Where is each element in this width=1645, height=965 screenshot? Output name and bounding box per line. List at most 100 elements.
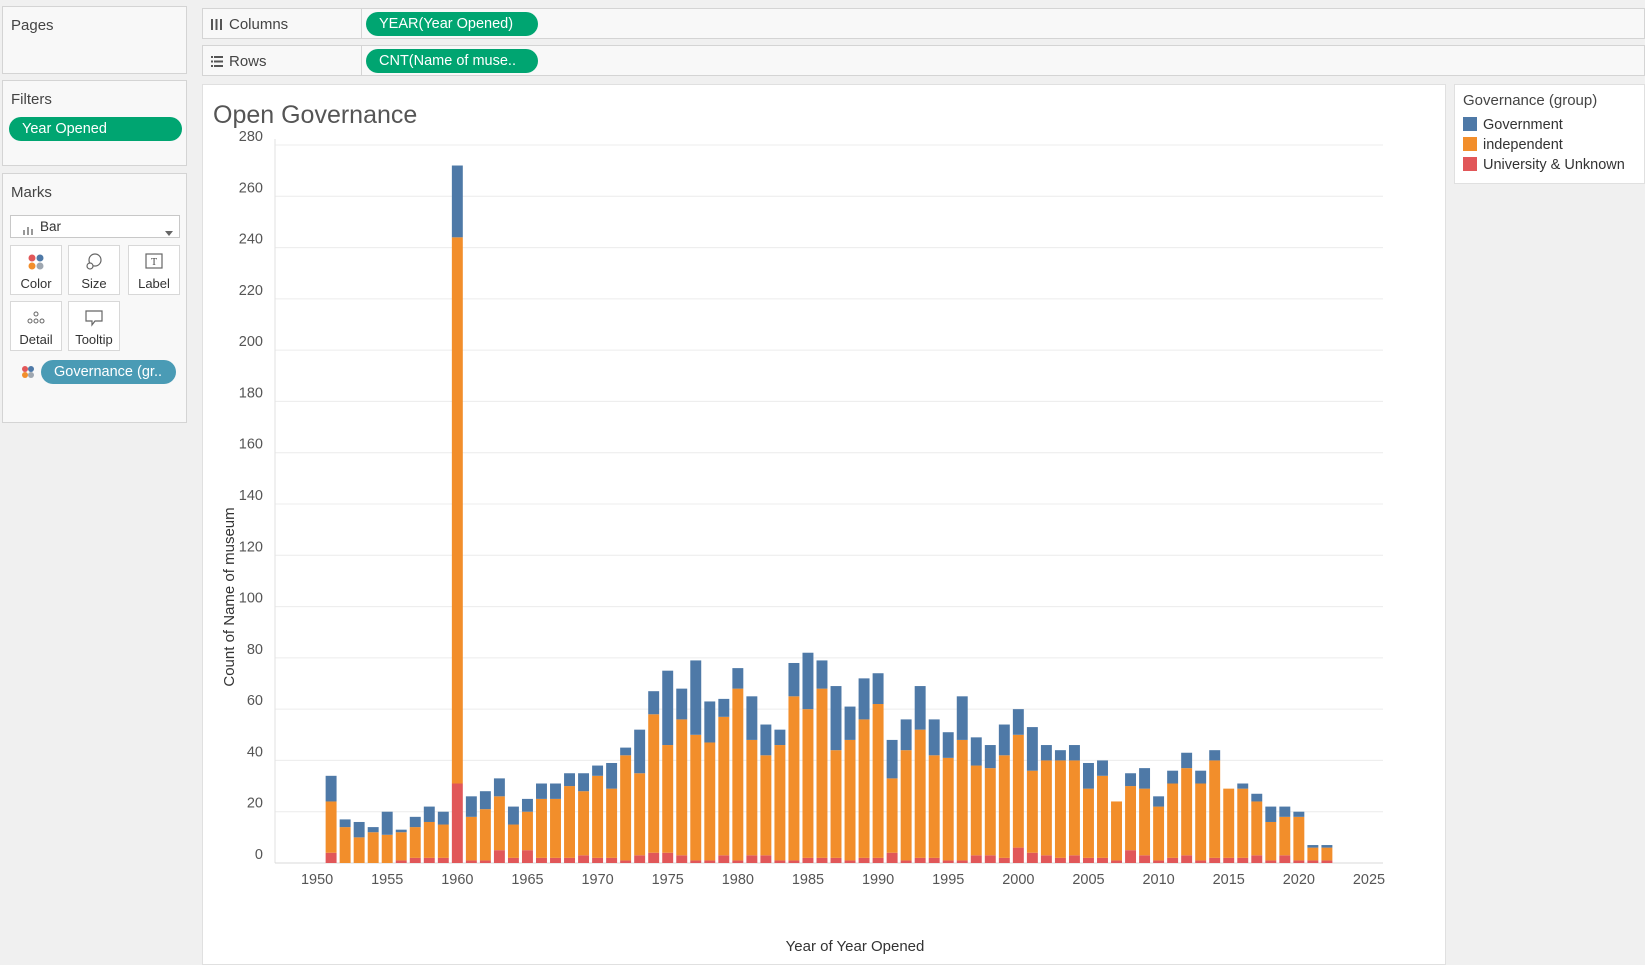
bar-segment (1082, 857, 1094, 863)
bar-segment (493, 796, 505, 851)
bar-segment (451, 165, 463, 238)
bar-segment (536, 857, 547, 863)
detail-card[interactable]: Detail (10, 301, 62, 351)
bar-segment (802, 857, 814, 863)
bar-segment (1082, 762, 1094, 789)
bar-segment (578, 855, 590, 863)
bar-segment (1237, 783, 1249, 789)
bar-segment (536, 798, 547, 858)
bar-segment (928, 719, 940, 756)
bar-segment (493, 778, 505, 797)
bar-segment (381, 811, 393, 835)
bar-segment (956, 739, 968, 861)
x-tick-label: 1980 (722, 872, 754, 888)
bar-segment (437, 824, 449, 858)
rows-shelf[interactable]: Rows CNT(Name of muse.. (202, 45, 1645, 76)
shelf-divider (361, 46, 362, 75)
bar-segment (339, 819, 351, 828)
bar-segment (1293, 860, 1305, 863)
bar-segment (1139, 768, 1151, 789)
bar-segment (395, 829, 407, 833)
bar-segment (367, 827, 379, 833)
text-label-icon: T (129, 252, 179, 272)
x-tick-label: 1995 (932, 872, 964, 888)
label-card[interactable]: T Label (128, 245, 180, 295)
bar-segment (802, 652, 814, 710)
rows-pill[interactable]: CNT(Name of muse.. (366, 49, 538, 73)
filter-pill-year-opened[interactable]: Year Opened (9, 117, 182, 141)
bar-segment (1125, 786, 1137, 851)
color-pill-governance[interactable]: Governance (gr.. (41, 360, 176, 384)
stacked-bar-chart[interactable]: Open Governance 0 20 40 60 80 100 120 140 160 180… (203, 85, 1445, 964)
legend-item-independent[interactable]: independent (1463, 136, 1563, 154)
bar-segment (732, 688, 744, 861)
rows-icon (211, 55, 223, 73)
bar-segment (592, 857, 604, 863)
bar-segment (507, 857, 519, 863)
bar-segment (1026, 727, 1038, 771)
bar-segment (550, 783, 561, 799)
tooltip-card[interactable]: Tooltip (68, 301, 120, 351)
bar-segment (1026, 852, 1038, 863)
mark-type-dropdown[interactable]: Bar (10, 215, 180, 238)
bar-segment (732, 668, 744, 689)
bar-segment (802, 709, 814, 858)
bar-segment (1181, 752, 1193, 769)
bar-segment (1153, 806, 1165, 861)
y-tick-label: 220 (239, 283, 263, 299)
bar-segment (423, 806, 435, 822)
bar-segment (1293, 816, 1305, 861)
pages-title: Pages (11, 17, 54, 34)
size-card[interactable]: Size (68, 245, 120, 295)
bar-segment (479, 791, 491, 810)
bar-segment (998, 724, 1010, 756)
y-tick-label: 260 (239, 180, 263, 196)
color-legend: Governance (group) Government independen… (1454, 84, 1645, 184)
legend-item-university-unknown[interactable]: University & Unknown (1463, 156, 1625, 174)
color-card[interactable]: Color (10, 245, 62, 295)
bar-segment (536, 783, 547, 799)
bar-segment (1279, 806, 1291, 817)
bar-segment (1167, 857, 1179, 863)
bar-segment (521, 811, 533, 851)
bar-chart-icon (23, 222, 33, 235)
bar-segment (662, 852, 674, 863)
speech-bubble-icon (69, 308, 119, 328)
bar-segment (746, 739, 758, 856)
bar-segment (1293, 811, 1305, 817)
x-tick-label: 1965 (511, 872, 543, 888)
legend-title: Governance (group) (1463, 92, 1598, 109)
bar-segment (325, 852, 337, 863)
bar-segment (1040, 855, 1052, 863)
bar-segment (1082, 788, 1094, 858)
bar-segment (423, 821, 435, 858)
bar-segment (648, 714, 660, 853)
bar-segment (718, 716, 730, 856)
bar-segment (816, 660, 828, 689)
legend-item-government[interactable]: Government (1463, 116, 1563, 134)
bar-segment (732, 860, 744, 863)
bar-segment (1195, 770, 1207, 784)
y-tick-label: 280 (239, 129, 263, 145)
bar-segment (760, 755, 772, 856)
bar-segment (690, 660, 702, 735)
bar-segment (1181, 855, 1193, 863)
bar-segment (984, 855, 996, 863)
columns-pill[interactable]: YEAR(Year Opened) (366, 12, 538, 36)
bar-segment (788, 662, 800, 697)
bar-segment (325, 801, 337, 853)
color-card-label: Color (20, 276, 52, 291)
bar-segment (437, 811, 449, 825)
y-tick-label: 40 (247, 744, 263, 760)
bar-segment (550, 798, 561, 858)
legend-label-government: Government (1483, 117, 1563, 133)
bar-segment (1237, 788, 1249, 858)
columns-shelf[interactable]: Columns YEAR(Year Opened) (202, 8, 1645, 39)
legend-swatch-independent (1463, 137, 1477, 151)
bar-segment (662, 670, 674, 746)
bar-segment (1139, 788, 1151, 856)
bar-segment (760, 855, 772, 863)
bar-segment (550, 857, 561, 863)
bar-segment (704, 742, 716, 861)
bar-segment (395, 860, 407, 863)
